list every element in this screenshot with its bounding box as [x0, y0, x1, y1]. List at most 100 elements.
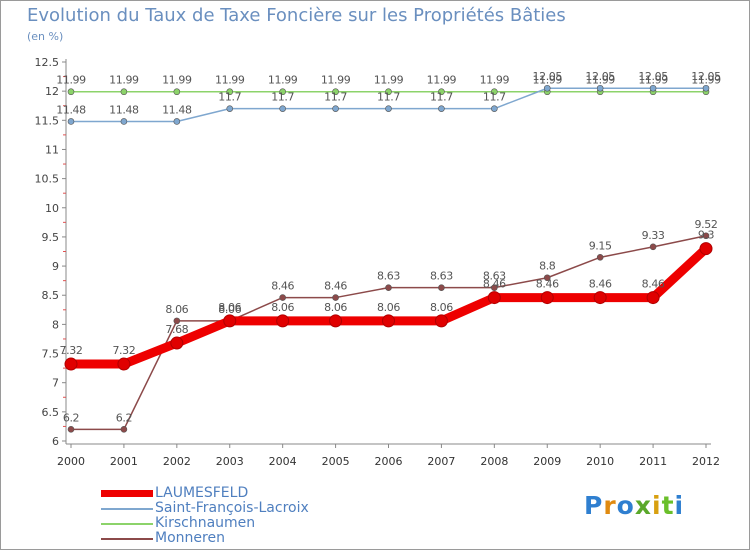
data-label-kirschnaumen: 11.99 — [638, 74, 668, 87]
y-tick-label: 10.5 — [35, 173, 60, 186]
data-point-monneren — [173, 317, 181, 325]
data-point-monneren — [67, 426, 75, 433]
data-label-saint-francois-lacroix: 11.7 — [377, 91, 400, 104]
data-point-kirschnaumen — [332, 88, 339, 96]
data-point-monneren — [702, 232, 710, 240]
data-label-saint-francois-lacroix: 12.05 — [638, 70, 668, 83]
y-tick-label: 6.5 — [42, 406, 60, 419]
x-tick-label: 2006 — [375, 455, 403, 468]
data-label-monneren: 8.06 — [165, 303, 188, 316]
y-tick-label: 6 — [52, 435, 59, 448]
data-point-monneren — [543, 274, 551, 282]
logo-letter: o — [616, 491, 635, 520]
data-point-saint-francois-lacroix — [173, 118, 181, 125]
data-label-kirschnaumen: 11.99 — [585, 74, 615, 87]
data-point-laumesfeld — [646, 291, 660, 305]
data-label-saint-francois-lacroix: 11.7 — [218, 91, 241, 104]
data-label-laumesfeld: 8.46 — [589, 278, 612, 291]
data-label-laumesfeld: 8.06 — [324, 301, 347, 314]
data-label-laumesfeld: 8.06 — [271, 301, 294, 314]
data-label-kirschnaumen: 11.99 — [480, 74, 510, 87]
data-point-monneren — [385, 284, 392, 291]
legend-swatch-kirschnaumen — [101, 522, 153, 525]
x-tick-label: 2003 — [216, 455, 244, 468]
data-label-saint-francois-lacroix: 11.7 — [324, 91, 347, 104]
data-point-saint-francois-lacroix — [702, 84, 710, 92]
x-tick-label: 2008 — [480, 455, 508, 468]
legend-swatch-saint-francois-lacroix — [101, 507, 153, 510]
proxiti-logo: Proxiti — [584, 491, 684, 520]
chart-title: Evolution du Taux de Taxe Foncière sur l… — [27, 5, 566, 26]
data-point-laumesfeld — [117, 357, 131, 371]
data-label-monneren: 9.33 — [642, 229, 665, 242]
data-label-laumesfeld: 7.32 — [60, 344, 83, 357]
data-point-monneren — [596, 254, 604, 261]
y-tick-label: 7 — [52, 377, 59, 390]
data-point-kirschnaumen — [120, 88, 128, 96]
data-point-kirschnaumen — [385, 88, 392, 96]
data-label-laumesfeld: 7.32 — [112, 344, 135, 357]
data-point-monneren — [649, 243, 657, 251]
data-point-kirschnaumen — [491, 88, 498, 96]
y-tick-label: 8 — [52, 318, 59, 331]
logo-letter: i — [674, 491, 685, 520]
data-label-saint-francois-lacroix: 11.7 — [430, 91, 453, 104]
legend-label-saint-francois-lacroix: Saint-François-Lacroix — [155, 500, 309, 516]
data-point-kirschnaumen — [438, 88, 445, 96]
data-label-monneren: 6.2 — [116, 411, 132, 424]
data-point-laumesfeld — [276, 314, 290, 328]
logo-letter: P — [584, 491, 604, 520]
data-point-laumesfeld — [434, 314, 448, 328]
data-point-monneren — [120, 426, 128, 433]
data-point-monneren — [279, 294, 286, 301]
data-label-kirschnaumen: 11.99 — [533, 74, 563, 87]
data-label-monneren: 9.15 — [589, 239, 612, 252]
legend-item-monneren: Monneren — [101, 531, 225, 546]
x-tick-label: 2004 — [269, 455, 297, 468]
logo-letter: r — [603, 491, 617, 520]
x-tick-label: 2011 — [639, 455, 667, 468]
unit-label: (en %) — [27, 30, 64, 43]
data-label-saint-francois-lacroix: 11.48 — [56, 103, 86, 116]
logo-letter: i — [652, 491, 662, 520]
data-point-monneren — [332, 294, 339, 301]
data-point-saint-francois-lacroix — [438, 105, 445, 112]
data-label-laumesfeld: 8.46 — [483, 278, 506, 291]
x-tick-label: 2012 — [692, 455, 720, 468]
data-label-monneren: 6.2 — [63, 411, 79, 424]
data-label-laumesfeld: 8.46 — [536, 278, 559, 291]
x-tick-label: 2002 — [163, 455, 191, 468]
data-label-saint-francois-lacroix: 11.48 — [109, 103, 139, 116]
data-label-kirschnaumen: 11.99 — [321, 74, 351, 87]
data-point-laumesfeld — [64, 357, 78, 371]
x-tick-label: 2009 — [533, 455, 561, 468]
data-label-laumesfeld: 8.06 — [430, 301, 453, 314]
y-tick-label: 12 — [45, 85, 59, 98]
data-label-saint-francois-lacroix: 11.7 — [271, 91, 294, 104]
data-label-kirschnaumen: 11.99 — [268, 74, 298, 87]
data-point-laumesfeld — [170, 336, 184, 350]
y-tick-label: 11.5 — [35, 114, 60, 127]
y-tick-label: 7.5 — [42, 348, 60, 361]
data-point-saint-francois-lacroix — [226, 105, 234, 112]
data-point-saint-francois-lacroix — [543, 84, 551, 92]
data-label-saint-francois-lacroix: 11.48 — [162, 103, 192, 116]
data-point-kirschnaumen — [279, 88, 286, 96]
y-tick-label: 10 — [45, 202, 59, 215]
legend-swatch-monneren — [101, 537, 153, 540]
data-label-monneren: 8.06 — [218, 303, 241, 316]
legend-item-kirschnaumen: Kirschnaumen — [101, 516, 255, 531]
data-label-monneren: 8.63 — [377, 270, 400, 283]
data-label-saint-francois-lacroix: 12.05 — [585, 70, 615, 83]
data-label-monneren: 8.8 — [539, 260, 556, 273]
data-point-laumesfeld — [382, 314, 395, 328]
data-point-kirschnaumen — [173, 88, 181, 96]
data-point-laumesfeld — [487, 291, 501, 305]
y-tick-label: 9.5 — [42, 231, 60, 244]
logo-letter: t — [661, 491, 675, 520]
legend-label-monneren: Monneren — [155, 530, 225, 546]
data-point-saint-francois-lacroix — [67, 118, 75, 125]
legend-label-laumesfeld: LAUMESFELD — [155, 485, 249, 501]
data-point-kirschnaumen — [226, 88, 234, 96]
